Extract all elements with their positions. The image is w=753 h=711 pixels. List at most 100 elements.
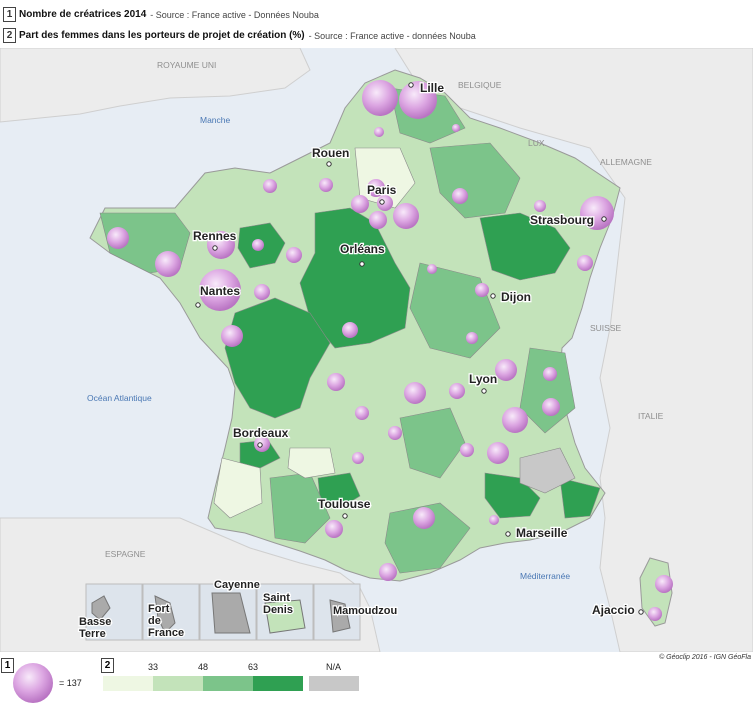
city-dot-lyon: [481, 388, 487, 394]
label-manche: Manche: [200, 115, 231, 125]
bubble: [355, 406, 369, 420]
region-mid-alps: [519, 347, 576, 434]
bubble: [374, 127, 384, 137]
legend-bubble-icon: [13, 663, 53, 703]
city-label-rouen: Rouen: [312, 146, 349, 160]
legend-swatch-2: [153, 676, 203, 691]
legend-tick-33: 33: [148, 662, 159, 672]
label-mediterranee: Méditerranée: [520, 571, 570, 581]
city-dot-nantes: [195, 302, 201, 308]
overseas-label-basse-terre: Basse Terre: [79, 616, 111, 640]
region-pale-gers: [287, 447, 336, 479]
label-espagne: ESPAGNE: [105, 549, 146, 559]
guyane-shape: [211, 592, 251, 634]
legend-swatch-na: [309, 676, 359, 691]
overseas-label-saint-denis-line: Saint: [263, 592, 290, 604]
legend-source-count: - Source : France active - Données Nouba: [150, 9, 319, 20]
city-label-ajaccio: Ajaccio: [592, 603, 635, 617]
bubble: [388, 426, 402, 440]
city-label-dijon: Dijon: [501, 290, 531, 304]
bubble: [327, 373, 345, 391]
martinique-shape: [154, 595, 176, 634]
legend-tick-na: N/A: [326, 662, 342, 672]
bubble: [452, 124, 460, 132]
bubble: [475, 283, 489, 297]
bubble: [487, 442, 509, 464]
city-dot-orleans: [359, 261, 365, 267]
bubble: [325, 520, 343, 538]
bubble: [577, 255, 593, 271]
map-svg[interactable]: ROYAUME UNI BELGIQUE LUX ALLEMAGNE SUISS…: [0, 48, 753, 652]
bubble: [369, 211, 387, 229]
bubble: [393, 203, 419, 229]
city-label-paris: Paris: [367, 183, 397, 197]
inset-guadeloupe: [85, 583, 143, 641]
bubble: [362, 80, 398, 116]
bubble: [367, 179, 385, 197]
bubble: [107, 227, 129, 249]
label-italie: ITALIE: [638, 411, 664, 421]
overseas-label-fort-de-france-line: Fort: [148, 603, 170, 615]
bubble: [648, 607, 662, 621]
legend-number-1: 1: [3, 7, 16, 22]
bubble: [377, 195, 393, 211]
overseas-label-fort-de-france: Fort de France: [148, 603, 184, 639]
bubble: [502, 407, 528, 433]
bubble: [404, 382, 426, 404]
city-dot-toulouse: [342, 513, 348, 519]
bubble: [466, 332, 478, 344]
city-dot-rouen: [326, 161, 332, 167]
label-suisse: SUISSE: [590, 323, 622, 333]
bubble: [342, 322, 358, 338]
overseas-label-fort-de-france-line: de: [148, 615, 161, 627]
legend-swatch-4: [253, 676, 303, 691]
legend-row-count: 1 Nombre de créatrices 2014- Source : Fra…: [0, 7, 753, 27]
legend-title-count: Nombre de créatrices 2014: [19, 9, 147, 20]
land-uk: [0, 48, 311, 123]
city-dot-paris: [379, 199, 385, 205]
map-credit: © Géoclip 2016 - IGN GéoFla: [659, 654, 751, 661]
legend-bottom: 1 = 137 2 33 48 63 N/A © Géoclip 2016 - …: [0, 652, 753, 711]
bubble: [352, 452, 364, 464]
bubble: [580, 196, 614, 230]
region-mid-champagne: [429, 142, 521, 219]
region-dark-nice: [559, 477, 601, 519]
guadeloupe-shape: [91, 595, 111, 621]
bubble: [221, 325, 243, 347]
inset-martinique: [142, 583, 200, 641]
city-dot-lille: [408, 82, 414, 88]
bubble: [427, 264, 437, 274]
bubble: [452, 188, 468, 204]
legend-swatch-1: [103, 676, 153, 691]
legend-source-share: - Source : France active - données Nouba: [308, 30, 476, 41]
region-dark-east: [479, 212, 571, 281]
city-dot-bordeaux: [257, 442, 263, 448]
city-label-orleans: Orléans: [340, 242, 385, 256]
region-dark-west: [224, 297, 331, 419]
label-ocean-atlantique: Océan Atlantique: [87, 393, 152, 403]
city-dot-ajaccio: [638, 609, 644, 615]
land-europe: [394, 48, 753, 652]
bubble: [534, 200, 546, 212]
legend-tick-63: 63: [248, 662, 259, 672]
legend-bubble-label: = 137: [59, 678, 82, 688]
city-dot-dijon: [490, 293, 496, 299]
legend-bubble-number: 1: [1, 658, 14, 673]
reunion-shape: [264, 599, 306, 634]
label-allemagne: ALLEMAGNE: [600, 157, 652, 167]
city-label-lyon: Lyon: [469, 372, 497, 386]
city-label-strasbourg: Strasbourg: [530, 213, 594, 227]
map-canvas[interactable]: ROYAUME UNI BELGIQUE LUX ALLEMAGNE SUISS…: [0, 48, 753, 652]
city-dot-strasbourg: [601, 216, 607, 222]
city-dot-marseille: [505, 531, 511, 537]
bubble: [379, 563, 397, 581]
overseas-label-saint-denis-line: Denis: [263, 604, 293, 616]
overseas-label-cayenne: Cayenne: [214, 579, 260, 591]
label-belgique: BELGIQUE: [458, 80, 502, 90]
bubble: [489, 515, 499, 525]
legend-title-share: Part des femmes dans les porteurs de pro…: [19, 30, 305, 41]
bubble: [413, 507, 435, 529]
overseas-label-basse-terre-line: Basse: [79, 616, 111, 628]
label-royaume-uni: ROYAUME UNI: [157, 60, 216, 70]
city-dot-rennes: [212, 245, 218, 251]
